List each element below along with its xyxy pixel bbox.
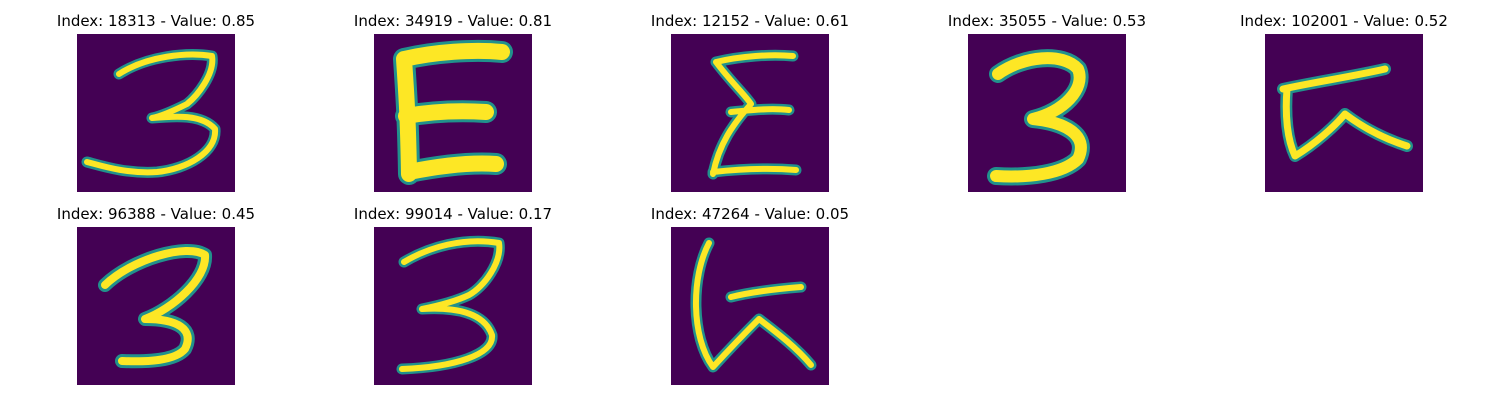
image-panel bbox=[671, 34, 829, 192]
image-panel bbox=[968, 34, 1126, 192]
panel-title: Index: 12152 - Value: 0.61 bbox=[650, 12, 850, 30]
symbol-k-image bbox=[671, 227, 829, 385]
image-panel bbox=[77, 227, 235, 385]
panel-title: Index: 35055 - Value: 0.53 bbox=[947, 12, 1147, 30]
image-panel bbox=[77, 34, 235, 192]
panel-title: Index: 99014 - Value: 0.17 bbox=[353, 205, 553, 223]
digit-3-image bbox=[77, 34, 235, 192]
panel-title: Index: 34919 - Value: 0.81 bbox=[353, 12, 553, 30]
panel-title: Index: 18313 - Value: 0.85 bbox=[56, 12, 256, 30]
image-panel bbox=[1265, 34, 1423, 192]
image-panel bbox=[374, 227, 532, 385]
symbol-k-image bbox=[1265, 34, 1423, 192]
image-panel bbox=[671, 227, 829, 385]
panel-title: Index: 102001 - Value: 0.52 bbox=[1240, 12, 1448, 30]
image-panel bbox=[374, 34, 532, 192]
digit-3-image bbox=[374, 227, 532, 385]
panel-title: Index: 47264 - Value: 0.05 bbox=[650, 205, 850, 223]
digit-3-image bbox=[968, 34, 1126, 192]
digit-3-image bbox=[77, 227, 235, 385]
letter-e-image bbox=[671, 34, 829, 192]
letter-e-image bbox=[374, 34, 532, 192]
panel-title: Index: 96388 - Value: 0.45 bbox=[56, 205, 256, 223]
